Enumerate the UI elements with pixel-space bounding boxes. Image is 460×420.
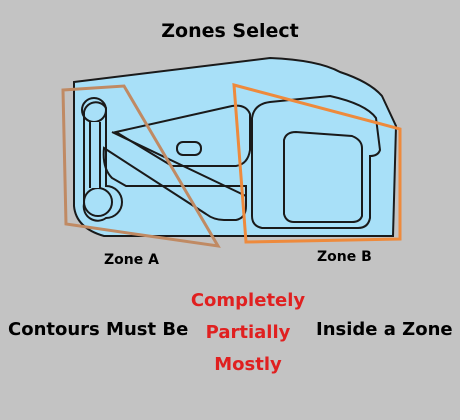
zone-a-label: Zone A xyxy=(104,252,159,268)
page-title: Zones Select xyxy=(161,20,299,42)
sentence-lead: Contours Must Be xyxy=(8,319,189,340)
contour-left-slot xyxy=(82,101,123,222)
sentence-tail: Inside a Zone xyxy=(316,319,453,340)
zone-b-boundary xyxy=(232,83,402,244)
option-mostly[interactable]: Mostly xyxy=(214,354,282,375)
zone-a-boundary xyxy=(61,84,221,248)
contour-right-inner-pocket xyxy=(283,130,363,223)
contour-left-neck xyxy=(90,122,100,188)
zone-b-label: Zone B xyxy=(317,249,372,265)
option-completely[interactable]: Completely xyxy=(190,290,306,311)
contour-right-pocket xyxy=(251,94,382,229)
contour-diagonal-rib xyxy=(111,131,247,197)
contour-small-slot xyxy=(176,141,202,156)
option-partially[interactable]: Partially xyxy=(205,322,291,343)
part-outline xyxy=(73,56,398,237)
containment-options: Completely Partially Mostly xyxy=(160,285,336,381)
